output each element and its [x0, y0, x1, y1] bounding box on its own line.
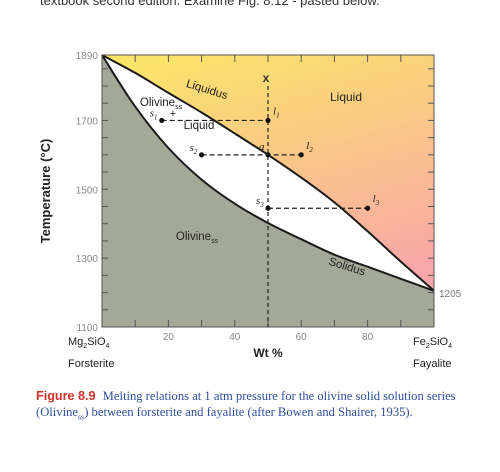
- y-tick-labels: 1890 1700 1500 1300 1100: [76, 51, 99, 334]
- region-label-plus: +: [170, 108, 176, 120]
- olivine-solid-region: [102, 55, 434, 327]
- x-tick-label: 20: [163, 332, 175, 343]
- fayalite-melting-label: 1205: [439, 289, 462, 300]
- x-tick-label: 40: [229, 332, 241, 343]
- figure-caption: Figure 8.9 Melting relations at 1 atm pr…: [36, 388, 484, 426]
- phase-point-label: s1: [150, 107, 158, 121]
- phase-point-label: s2: [190, 142, 198, 156]
- phase-point-dot: [265, 152, 271, 158]
- fayalite-formula: Fe2SiO4: [413, 336, 452, 350]
- fayalite-name: Fayalite: [413, 358, 452, 370]
- phase-point-label: l2: [306, 140, 313, 154]
- phase-point-dot: [265, 205, 271, 211]
- y-tick-label: 1700: [76, 116, 99, 127]
- tick-marks: [102, 55, 434, 327]
- phase-point-label: s3: [256, 195, 264, 209]
- cut-off-header-text: textbook second edition. Examine Fig. 8.…: [40, 0, 380, 8]
- plot-frame: [101, 54, 435, 328]
- caption-text-end: ) between forsterite and fayalite (after…: [84, 405, 413, 419]
- x-axis-label: Wt %: [253, 346, 283, 360]
- y-axis-label: Temperature (°C): [38, 139, 53, 244]
- y-tick-label: 1890: [76, 51, 99, 62]
- phase-point-dot: [265, 117, 271, 124]
- phase-points: l1 l2 l3 s1 s2 s3 a: [150, 105, 380, 211]
- region-label-liquid-in-two-phase: Liquid: [184, 120, 215, 132]
- y-tick-label: 1300: [76, 254, 99, 265]
- composition-x-label: x: [263, 71, 270, 85]
- y-tick-label: 1100: [76, 323, 98, 334]
- phase-point-label: l3: [373, 193, 380, 207]
- region-label-olivine-plus-liquid: Oliviness: [140, 97, 183, 111]
- phase-point-dot: [365, 205, 371, 211]
- x-tick-label: 60: [296, 332, 308, 343]
- region-label-olivine-ss: Oliviness: [176, 231, 219, 245]
- phase-point-dot: [199, 152, 205, 158]
- phase-point-dot: [159, 117, 165, 124]
- phase-diagram-chart: l1 l2 l3 s1 s2 s3 a 1890 1700 1500 1300 1100 20 40 6…: [38, 51, 462, 370]
- x-tick-label: 80: [362, 332, 374, 343]
- phase-point-dot: [298, 152, 304, 158]
- region-label-liquid: Liquid: [330, 90, 362, 104]
- tie-lines: [161, 119, 368, 209]
- y-tick-label: 1500: [76, 185, 99, 196]
- caption-subscript: ss: [77, 412, 85, 422]
- phase-point-label: l1: [273, 105, 280, 119]
- figure-label: Figure 8.9: [36, 389, 96, 403]
- phase-point-label: a: [259, 141, 265, 153]
- caption-text: Melting relations at 1 atm pressure for …: [36, 389, 456, 419]
- x-tick-labels: 20 40 60 80: [163, 332, 374, 343]
- forsterite-name: Forsterite: [68, 358, 114, 370]
- forsterite-formula: Mg2SiO4: [68, 336, 110, 350]
